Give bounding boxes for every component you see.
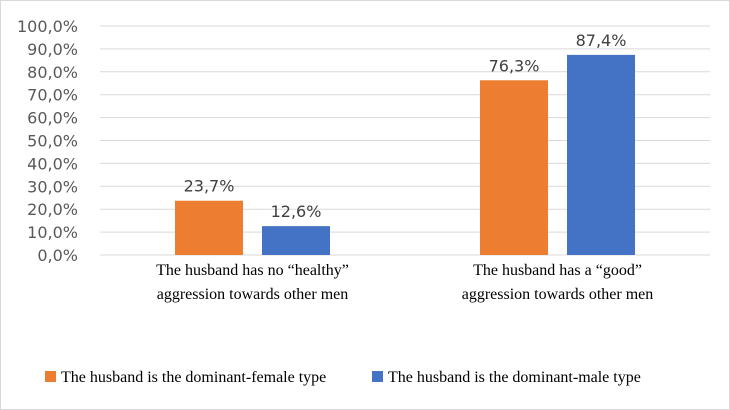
legend-swatch [372,371,383,382]
y-axis-ticks: 0,0% 10,0% 20,0% 30,0% 40,0% 50,0% 60,0% 70,0% 8… [17,17,78,265]
category-label: aggression towards other men [157,286,349,303]
data-label: 12,6% [271,202,322,221]
y-tick-label: 50,0% [27,132,78,151]
bar [567,54,635,255]
category-label: The husband has no “healthy” [156,262,349,279]
category-label: The husband has a “good” [473,262,642,279]
data-labels: 23,7% 76,3% 12,6% 87,4% [184,31,627,221]
y-tick-label: 20,0% [27,200,78,219]
bars [175,54,635,255]
legend-label: The husband is the dominant-male type [388,369,641,386]
data-label: 23,7% [184,177,235,196]
category-labels: The husband has no “healthy” aggression t… [156,262,653,303]
data-label: 87,4% [576,31,627,50]
y-tick-label: 10,0% [27,223,78,242]
y-tick-label: 40,0% [27,154,78,173]
bar [480,80,548,255]
legend-swatch [45,371,56,382]
y-tick-label: 70,0% [27,86,78,105]
y-tick-label: 60,0% [27,109,78,128]
legend-label: The husband is the dominant-female type [61,369,326,386]
y-tick-label: 90,0% [27,40,78,59]
category-label: aggression towards other men [462,286,654,303]
bar [262,226,330,255]
y-tick-label: 80,0% [27,63,78,82]
bar [175,200,243,255]
y-tick-label: 100,0% [17,17,78,36]
y-tick-label: 0,0% [37,246,78,265]
legend: The husband is the dominant-female type T… [45,369,641,386]
data-label: 76,3% [489,56,540,75]
y-tick-label: 30,0% [27,177,78,196]
